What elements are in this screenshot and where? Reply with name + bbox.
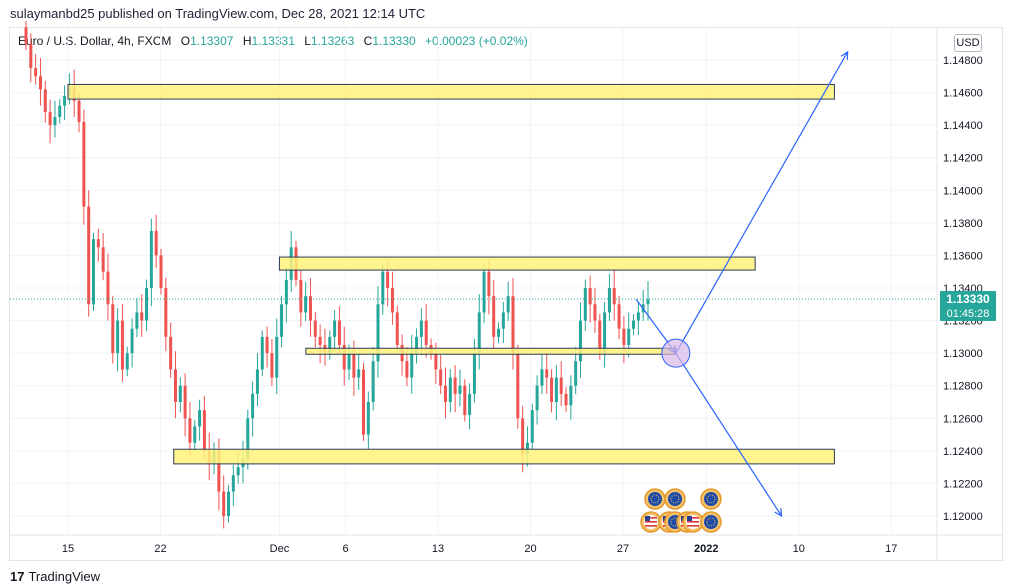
- ohlc-low: L1.13263: [304, 34, 355, 48]
- ohlc-open: O1.13307: [180, 34, 234, 48]
- ohlc-high: H1.13331: [242, 34, 295, 48]
- currency-button[interactable]: USD: [954, 34, 982, 52]
- chart-frame: [9, 27, 1003, 561]
- ohlc-close: C1.13330: [363, 34, 416, 48]
- tradingview-brand[interactable]: 17 TradingView: [10, 569, 100, 584]
- tradingview-logo-icon: 17: [10, 569, 25, 584]
- symbol-name[interactable]: Euro / U.S. Dollar, 4h, FXCM: [18, 34, 172, 48]
- publish-info: sulaymanbd25 published on TradingView.co…: [10, 6, 426, 21]
- price-change: +0.00023 (+0.02%): [425, 34, 528, 48]
- symbol-legend: Euro / U.S. Dollar, 4h, FXCM O1.13307 H1…: [18, 34, 528, 48]
- brand-name: TradingView: [28, 569, 101, 584]
